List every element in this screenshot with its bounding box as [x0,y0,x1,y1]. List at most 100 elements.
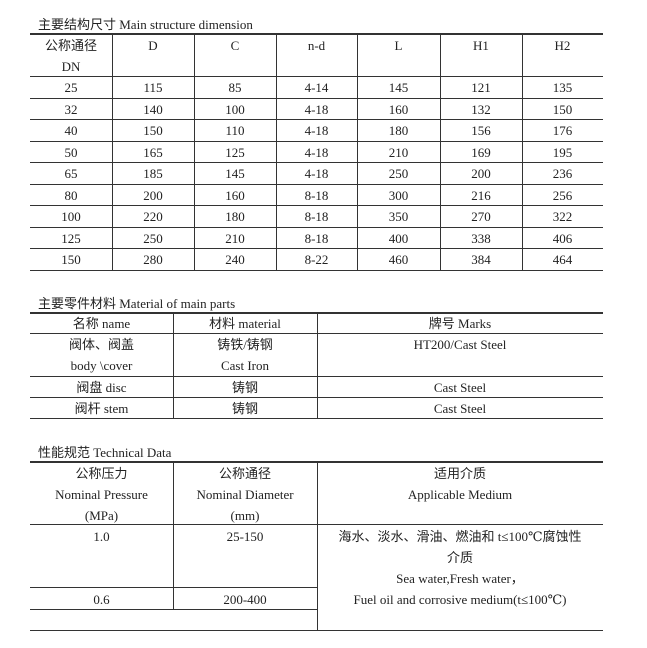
table-cell: 4-18 [304,123,329,138]
table-cell: 145 [388,80,409,95]
divider [30,119,603,120]
table-cell: 200 [143,187,163,203]
applicable-medium: 介质 [446,550,473,565]
table-cell: 270 [471,209,491,224]
column-header: 名称 name [72,316,131,331]
table-cell: 125 [225,144,245,160]
table-cell: 185 [143,166,163,181]
table-cell: 132 [471,101,491,117]
divider [30,248,603,249]
divider [30,183,603,185]
column-header: Applicable Medium [407,487,513,502]
column-header: L [394,38,403,53]
part-name: 阀杆 stem [74,401,129,416]
column-header: 牌号 Marks [428,316,492,331]
table-cell: 121 [471,80,491,95]
table-cell: 165 [143,144,163,160]
column-header: H2 [554,38,571,53]
table-cell: 4-14 [304,80,329,95]
table-cell: 4-18 [304,144,329,160]
table-cell: 4-18 [304,101,329,117]
table-cell: 110 [225,123,245,138]
divider [30,97,603,99]
pressure-value: 0.6 [93,592,110,607]
divider [440,33,441,270]
table-cell: 400 [388,230,409,246]
table-cell: 4-18 [304,166,329,181]
table-cell: 140 [143,101,163,117]
table-cell: 200 [471,166,491,181]
divider [276,33,277,270]
table-cell: 160 [225,187,245,203]
column-header: 公称压力 [75,466,128,481]
table-cell: 8-18 [304,230,329,246]
table-cell: 80 [64,187,78,203]
part-material: 铸铁/铸钢 [217,337,273,352]
table-cell: 135 [552,80,573,95]
divider [30,312,603,314]
table-cell: 216 [471,187,491,203]
part-name: 阀体、阀盖 [68,337,134,352]
divider [30,333,603,334]
table-cell: 150 [61,252,81,267]
table-cell: 280 [143,252,163,267]
column-header: 公称通径 [218,466,271,481]
part-material: 铸钢 [231,380,258,395]
table-cell: 210 [225,230,245,246]
table-cell: 236 [552,166,573,181]
column-header: (mm) [230,508,260,523]
table-cell: 169 [471,144,491,160]
table-cell: 125 [61,230,81,246]
section-title-technical: 性能规范 Technical Data [38,445,172,460]
column-header: H1 [473,38,489,53]
table-cell: 115 [143,80,163,95]
section-title-material: 主要零件材料 Material of main parts [38,296,236,311]
divider [357,33,358,270]
column-header: Nominal Diameter [196,487,294,502]
column-header: n-d [307,38,326,53]
table-cell: 25 [64,80,78,95]
table-cell: 460 [388,252,409,267]
table-cell: 250 [143,230,163,246]
table-cell: 406 [552,230,573,246]
section-title-dimension: 主要结构尺寸 Main structure dimension [38,17,253,32]
table-cell: 32 [64,101,78,117]
table-cell: 300 [388,187,409,203]
table-cell: 210 [388,144,409,160]
table-cell: 150 [552,101,573,117]
applicable-medium: 海水、淡水、滑油、燃油和 t≤100℃腐蚀性 [338,529,582,544]
divider [30,33,603,35]
table-cell: 156 [471,123,491,138]
table-cell: 8-18 [304,209,329,224]
part-material: Cast Iron [220,358,270,373]
table-cell: 40 [64,123,78,138]
divider [30,376,603,377]
table-cell: 195 [552,144,573,160]
table-cell: 338 [471,230,491,246]
divider [30,226,603,228]
diameter-value: 200-400 [223,592,267,607]
table-cell: 250 [388,166,409,181]
part-marks: HT200/Cast Steel [413,337,507,352]
column-header: D [148,38,158,53]
table-cell: 145 [225,166,245,181]
divider [30,140,603,142]
table-cell: 85 [228,80,242,95]
divider [30,162,603,163]
divider [317,461,318,630]
divider [30,630,603,631]
table-cell: 160 [388,101,409,117]
divider [30,76,603,77]
column-header: 适用介质 [433,466,486,481]
table-cell: 384 [471,252,491,267]
column-header-sub: DN [61,59,81,74]
table-cell: 100 [225,101,245,117]
table-cell: 50 [64,144,78,160]
part-material: 铸钢 [231,401,258,416]
divider [30,269,603,271]
divider [30,418,603,419]
table-cell: 176 [552,123,573,138]
divider [30,609,317,610]
part-name: body \cover [70,358,133,373]
